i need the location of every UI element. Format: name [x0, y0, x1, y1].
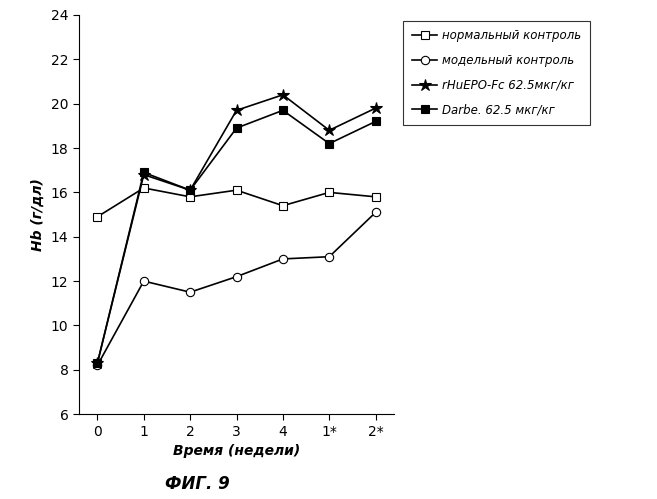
Text: ФИГ. 9: ФИГ. 9 [165, 475, 229, 493]
Y-axis label: Hb (г/дл): Hb (г/дл) [31, 178, 45, 251]
Legend: нормальный контроль, модельный контроль, rHuEPO-Fc 62.5мкг/кг, Darbe. 62.5 мкг/к: нормальный контроль, модельный контроль,… [403, 21, 589, 125]
X-axis label: Время (недели): Время (недели) [173, 444, 300, 458]
